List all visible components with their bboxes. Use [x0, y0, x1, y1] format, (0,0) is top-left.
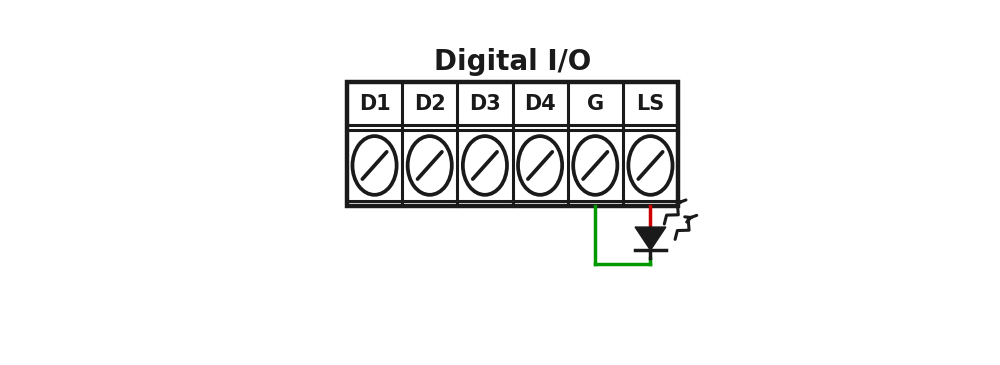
Text: D3: D3	[469, 94, 501, 114]
Text: D1: D1	[359, 94, 390, 114]
Text: G: G	[587, 94, 604, 114]
Ellipse shape	[518, 136, 562, 195]
Text: D4: D4	[524, 94, 556, 114]
Polygon shape	[635, 227, 666, 250]
Ellipse shape	[352, 136, 397, 195]
Bar	[347, 82, 678, 205]
Ellipse shape	[463, 136, 507, 195]
Text: LS: LS	[636, 94, 665, 114]
Ellipse shape	[573, 136, 617, 195]
Text: D2: D2	[414, 94, 446, 114]
Ellipse shape	[628, 136, 673, 195]
Text: Digital I/O: Digital I/O	[434, 47, 591, 76]
Ellipse shape	[408, 136, 452, 195]
